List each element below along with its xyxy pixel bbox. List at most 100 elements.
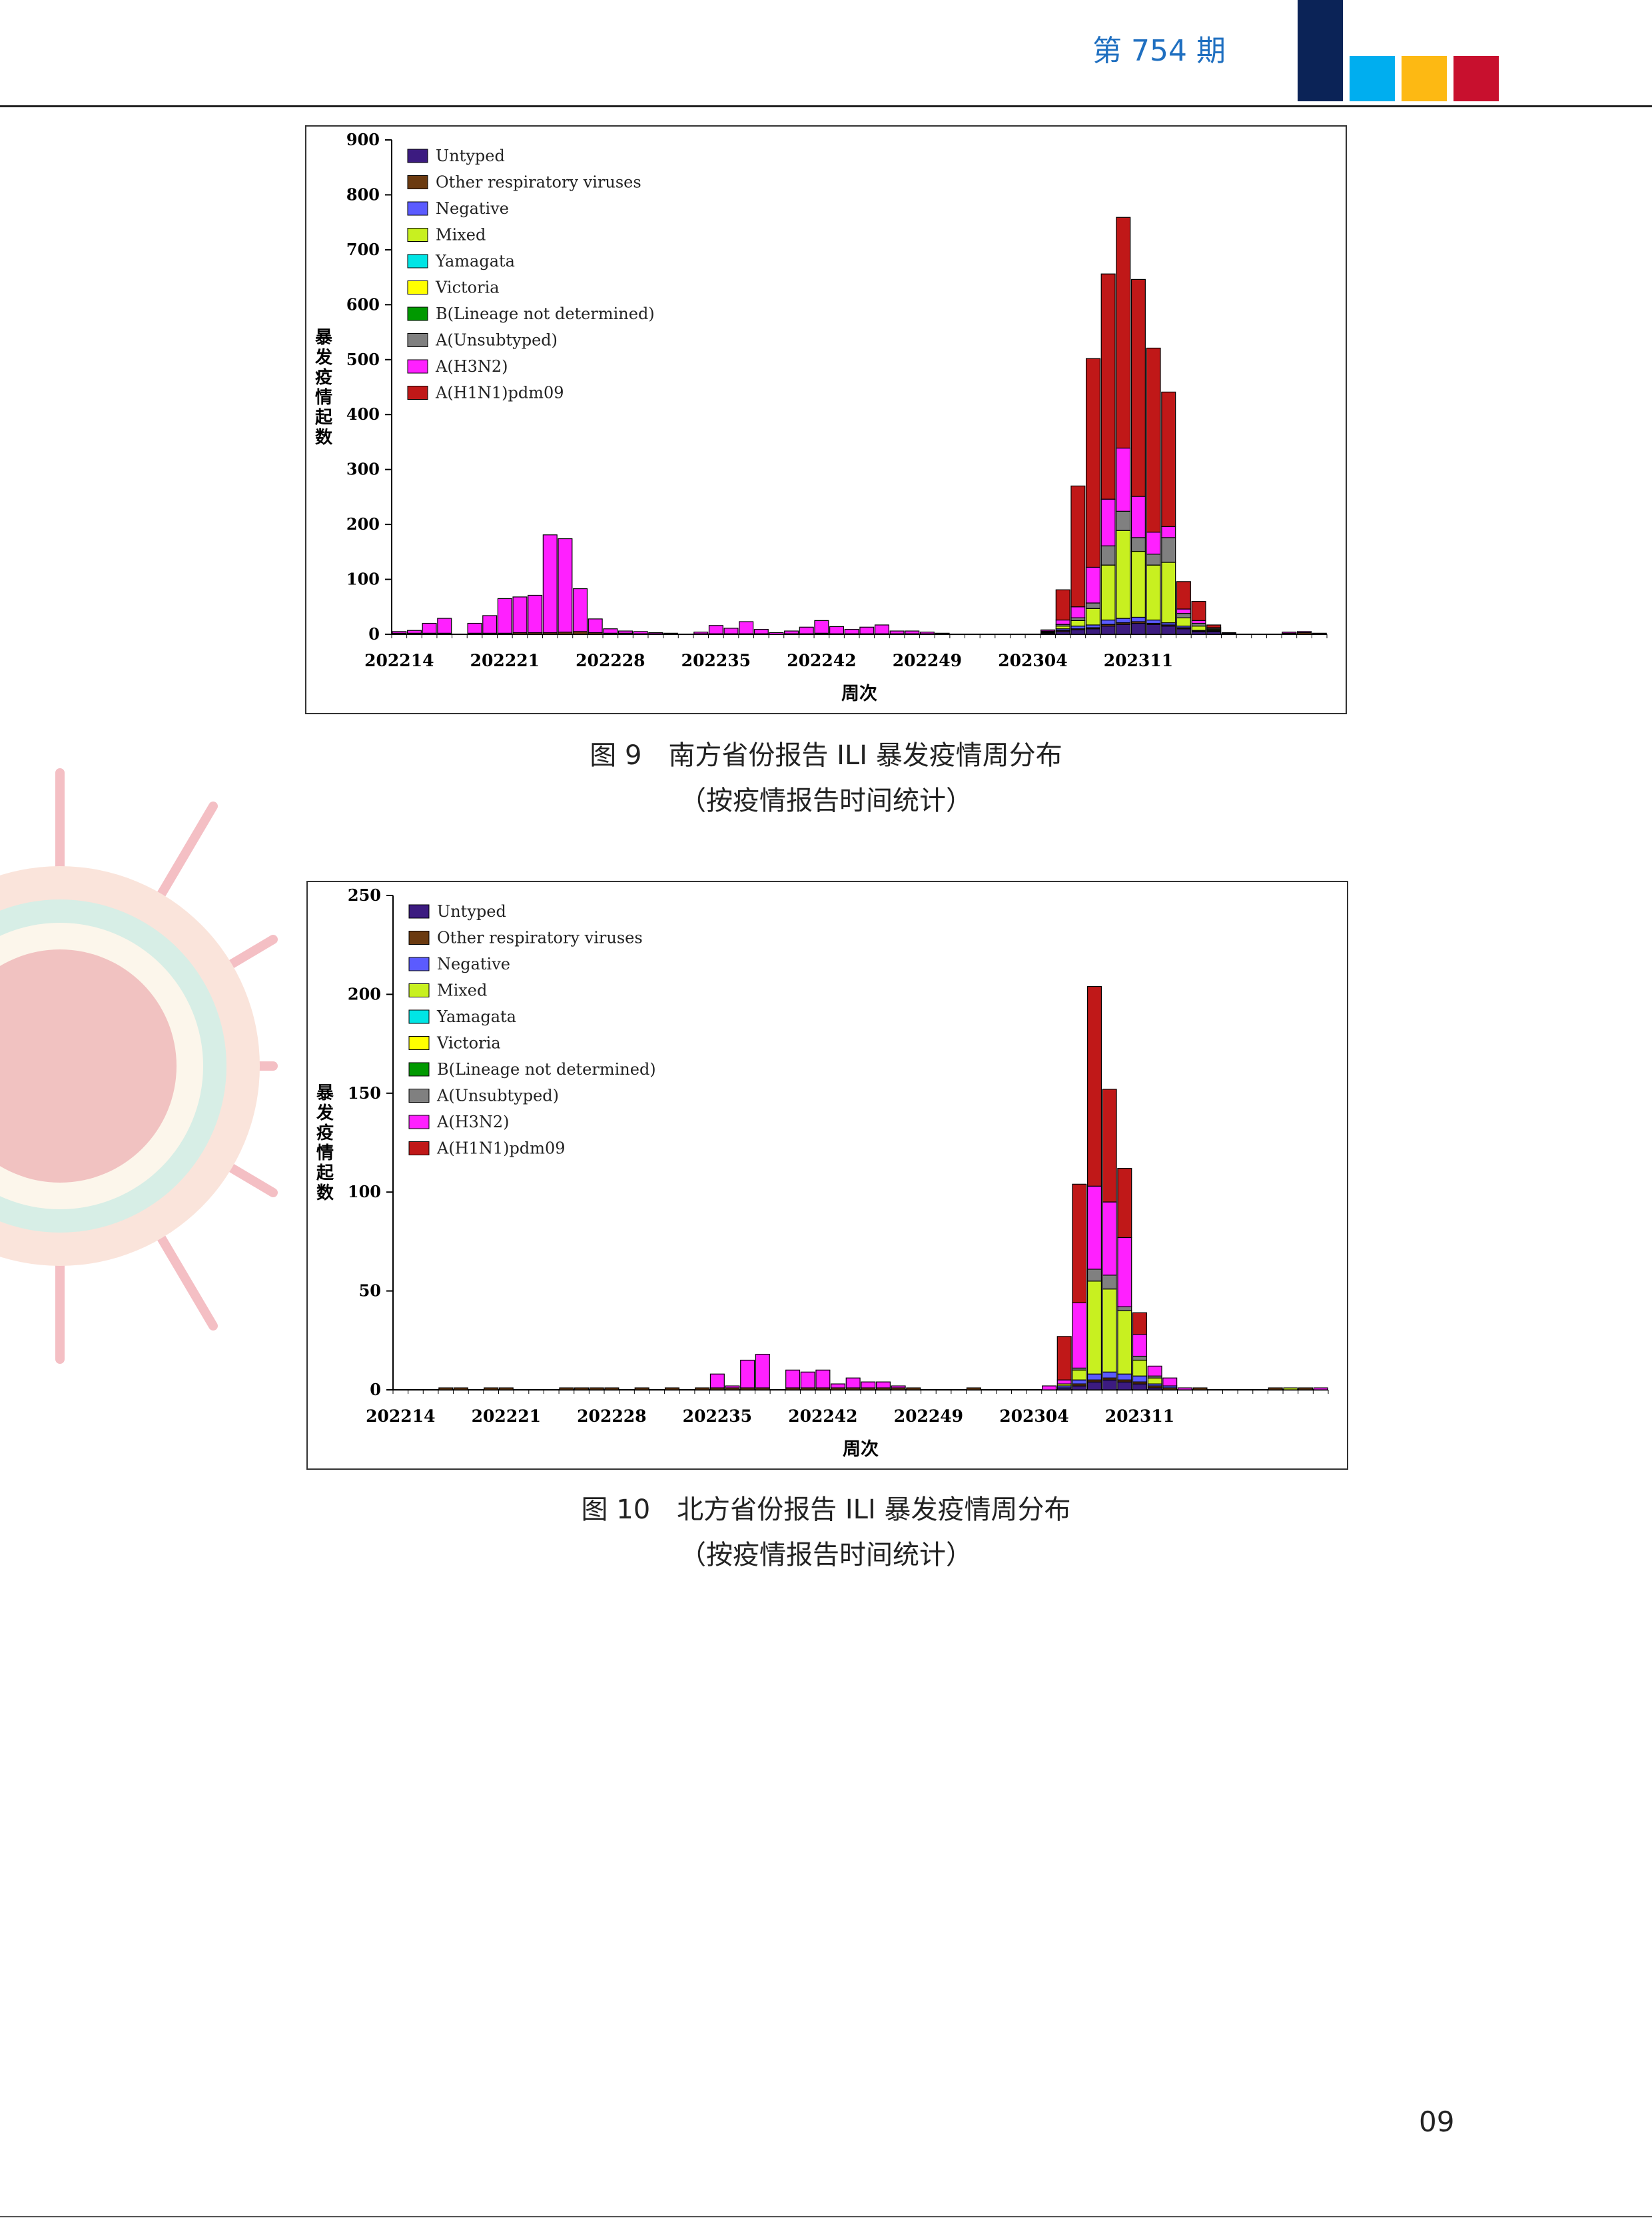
bar-segment	[618, 630, 633, 634]
y-axis-label-char: 发	[314, 347, 332, 368]
bar-segment	[829, 626, 845, 634]
bar-segment	[1085, 358, 1101, 568]
bar-segment	[1130, 537, 1146, 552]
bar-segment	[1146, 564, 1161, 621]
bar-segment	[438, 1387, 454, 1390]
y-tick-label: 0	[368, 624, 380, 644]
bar-segment	[1176, 617, 1191, 627]
bar-segment	[785, 1369, 801, 1388]
bar-segment	[1086, 1269, 1102, 1282]
bar-segment	[1130, 278, 1146, 497]
brand-block-red	[1453, 56, 1499, 101]
bar-segment	[1312, 632, 1327, 635]
bar-segment	[1298, 1387, 1314, 1390]
bar-segment	[392, 631, 407, 634]
bar-segment	[1072, 1369, 1087, 1381]
bar-segment	[603, 628, 618, 634]
brand-block-yellow	[1402, 56, 1447, 101]
legend-swatch	[408, 1009, 430, 1024]
bar-segment	[1042, 1385, 1057, 1390]
bar-segment	[1191, 600, 1206, 621]
y-axis-label-char: 数	[315, 428, 333, 448]
bar-segment	[1102, 1275, 1117, 1290]
legend-swatch	[408, 931, 430, 945]
legend-label: Untyped	[436, 147, 505, 165]
legend-label: Mixed	[436, 226, 486, 245]
bar-segment	[753, 628, 769, 634]
x-tick-label: 202304	[999, 1406, 1068, 1426]
bar-segment	[1102, 1371, 1117, 1379]
bar-segment	[1072, 1385, 1087, 1390]
bar-segment	[1100, 626, 1116, 635]
bar-segment	[1116, 624, 1131, 635]
bar-segment	[558, 538, 573, 633]
bar-segment	[588, 618, 603, 634]
bar-segment	[1070, 626, 1086, 630]
bar-segment	[542, 534, 558, 634]
bar-segment	[1070, 629, 1086, 635]
legend-label: Yamagata	[435, 252, 515, 271]
figure9-title: 图 9 南方省份报告 ILI 暴发疫情周分布	[590, 740, 1062, 771]
chart-south-ili: 0 100 200 300 400 500 600 700 800 900 202214 202221…	[314, 130, 1328, 704]
bar-segment	[709, 1373, 725, 1388]
x-tick-label: 202235	[683, 1406, 752, 1426]
chart-south-box: 0 100 200 300 400 500 600 700 800 900 202214 202221…	[305, 125, 1347, 714]
legend-label: A(H3N2)	[435, 357, 508, 376]
bar-segment	[1086, 1185, 1102, 1270]
bar-segment	[1086, 985, 1102, 1187]
bar-segment	[1116, 217, 1131, 449]
x-tick-label: 202214	[364, 651, 434, 670]
bar-segment	[889, 630, 905, 634]
bar-segment	[1102, 1289, 1117, 1373]
bar-segment	[905, 630, 920, 634]
y-axis-label-char: 起	[315, 408, 333, 428]
bar-segment	[1072, 1379, 1087, 1385]
bar-segment	[1117, 1373, 1132, 1381]
bar-segment	[1055, 631, 1070, 635]
bar-segment	[1040, 629, 1056, 632]
legend-label: B(Lineage not determined)	[437, 1060, 656, 1079]
chart-north-box: 0 50 100 150 200 250 202214 202221 202228 202235 2…	[306, 881, 1348, 1470]
bar-segment	[1085, 566, 1101, 604]
legend-label: B(Lineage not determined)	[436, 304, 655, 323]
bar-segment	[1176, 628, 1191, 635]
figure10-subtitle: （按疫情报告时间统计）	[679, 1540, 973, 1570]
y-axis-label-char: 情	[316, 1143, 334, 1163]
bar-segment	[891, 1385, 906, 1388]
bar-segment	[664, 1387, 679, 1390]
bar-segment	[1070, 617, 1086, 621]
legend-swatch	[408, 1141, 430, 1155]
bar-segment	[859, 626, 875, 634]
bar-segment	[1161, 391, 1176, 528]
bar-segment	[1161, 526, 1176, 538]
bar-segment	[695, 1387, 710, 1390]
bar-segment	[1191, 620, 1206, 624]
y-axis-label-char: 暴	[315, 328, 332, 348]
bar-segment	[814, 620, 829, 634]
legend-swatch	[408, 1036, 430, 1050]
bar-segment	[740, 1359, 755, 1388]
bar-segment	[1221, 632, 1236, 634]
legend-swatch	[407, 254, 428, 269]
bar-segment	[1161, 537, 1176, 563]
bar-segment	[1100, 564, 1116, 621]
legend-label: Victoria	[435, 278, 500, 297]
bar-segment	[799, 626, 814, 634]
bar-segment	[1146, 624, 1161, 635]
bar-segment	[1313, 1387, 1328, 1390]
x-tick-label: 202311	[1104, 651, 1173, 670]
y-axis-label-char: 发	[316, 1103, 334, 1123]
bar-segment	[1282, 632, 1297, 634]
y-tick-label: 0	[370, 1380, 381, 1399]
bar-segment	[1117, 1310, 1132, 1375]
bar-segment	[1070, 485, 1086, 608]
bar-segment	[512, 596, 528, 634]
legend-swatch	[407, 280, 428, 294]
bar-segment	[1268, 1387, 1283, 1390]
bar-segment	[935, 632, 950, 634]
page-number: 09	[1419, 2105, 1455, 2138]
bar-segment	[648, 632, 663, 634]
y-tick-label: 50	[359, 1281, 381, 1301]
legend-swatch	[408, 983, 430, 997]
y-tick-label: 100	[348, 1182, 381, 1201]
